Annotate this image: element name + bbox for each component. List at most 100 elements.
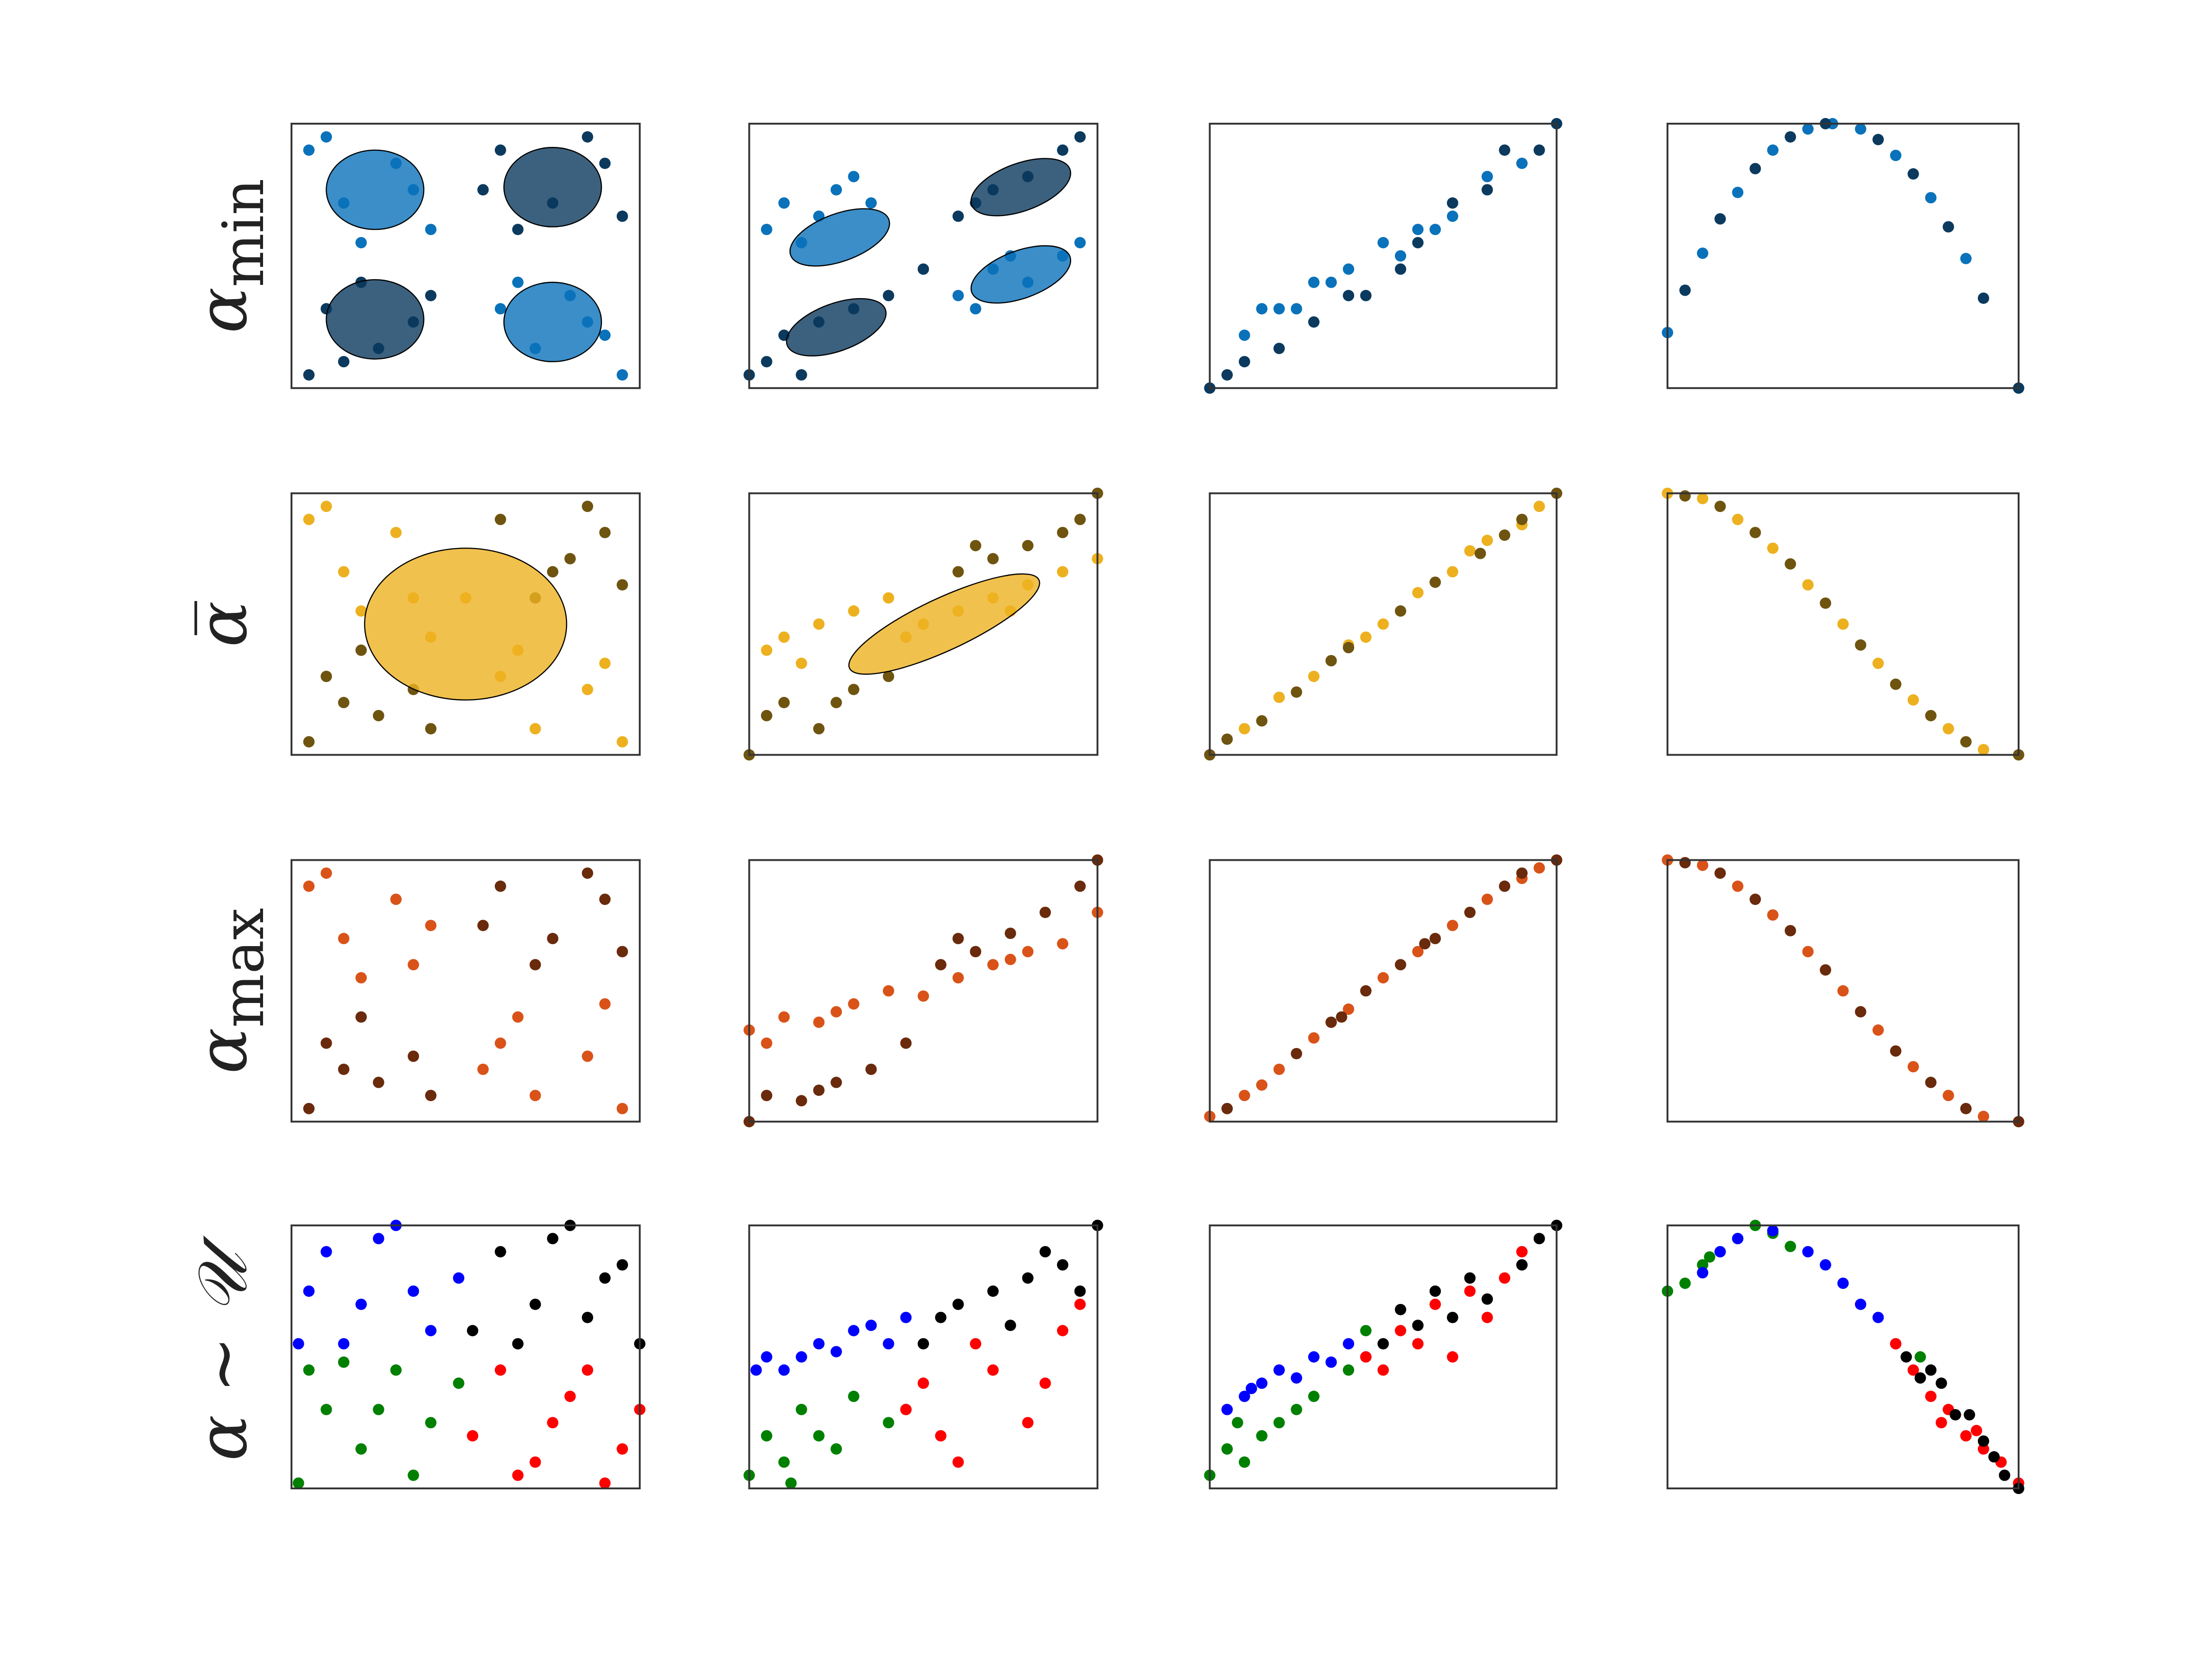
scatter-point xyxy=(883,1338,894,1349)
scatter-point xyxy=(1464,1272,1476,1284)
scatter-point xyxy=(617,210,628,222)
scatter-point xyxy=(1767,542,1779,554)
row-label: αmax xyxy=(182,908,277,1074)
scatter-point xyxy=(1784,1240,1796,1252)
scatter-point xyxy=(1855,1006,1866,1018)
scatter-point xyxy=(1394,605,1406,617)
scatter-point xyxy=(1516,157,1528,169)
scatter-point xyxy=(1221,369,1233,381)
scatter-point xyxy=(1004,928,1016,939)
scatter-point xyxy=(1732,186,1744,198)
scatter-point xyxy=(813,1430,825,1442)
panel xyxy=(1204,487,1563,761)
scatter-point xyxy=(883,985,894,997)
scatter-point xyxy=(1273,303,1285,315)
scatter-point xyxy=(813,1338,825,1349)
scatter-point xyxy=(1221,1443,1233,1455)
scatter-point xyxy=(355,605,367,617)
scatter-point xyxy=(373,1404,384,1415)
scatter-point xyxy=(761,1090,773,1102)
axes-frame xyxy=(291,122,641,389)
scatter-point xyxy=(795,657,807,669)
panel xyxy=(1662,854,2024,1128)
scatter-point xyxy=(1429,933,1441,945)
scatter-point xyxy=(1412,237,1424,248)
scatter-point xyxy=(292,1338,304,1349)
scatter-point xyxy=(1499,529,1511,541)
scatter-point xyxy=(1343,1338,1355,1349)
scatter-point xyxy=(1925,710,1937,721)
scatter-point xyxy=(778,631,790,643)
scatter-point xyxy=(1890,678,1902,690)
scatter-point xyxy=(1802,579,1814,591)
scatter-point xyxy=(355,1443,367,1455)
scatter-point xyxy=(1499,1272,1511,1284)
scatter-point xyxy=(1907,1061,1919,1073)
scatter-point xyxy=(778,1364,790,1376)
scatter-point xyxy=(952,933,964,945)
panel xyxy=(743,1220,1103,1490)
scatter-point xyxy=(582,867,593,879)
scatter-point xyxy=(848,998,860,1010)
scatter-point xyxy=(494,513,506,525)
scatter-point xyxy=(1074,513,1086,525)
scatter-point xyxy=(1855,123,1866,135)
scatter-point xyxy=(1273,1364,1285,1376)
scatter-point xyxy=(320,1037,332,1049)
scatter-point xyxy=(529,1298,541,1310)
scatter-point xyxy=(547,1233,559,1244)
scatter-point xyxy=(970,303,982,315)
scatter-point xyxy=(761,224,773,236)
cluster-ellipse xyxy=(789,208,890,267)
scatter-point xyxy=(778,1011,790,1023)
scatter-point xyxy=(1949,1409,1961,1421)
axes-frame xyxy=(1666,1224,2020,1490)
scatter-point xyxy=(1360,1325,1372,1337)
scatter-point xyxy=(1074,1285,1086,1297)
scatter-point xyxy=(1533,1233,1545,1244)
scatter-point xyxy=(813,1085,825,1096)
axes-frame xyxy=(748,122,1099,389)
scatter-point xyxy=(935,1312,947,1323)
scatter-point xyxy=(1481,171,1493,182)
scatter-point xyxy=(1964,1409,1975,1421)
scatter-point xyxy=(1516,1246,1528,1258)
scatter-point xyxy=(918,990,929,1002)
scatter-point xyxy=(1238,1456,1250,1468)
scatter-point xyxy=(494,144,506,156)
scatter-point xyxy=(1820,964,1831,976)
scatter-point xyxy=(1221,1103,1233,1114)
scatter-point xyxy=(1394,1304,1406,1315)
scatter-point xyxy=(813,1016,825,1028)
scatter-point xyxy=(1447,566,1458,578)
scatter-point xyxy=(1412,1338,1424,1349)
scatter-point xyxy=(1679,857,1691,868)
scatter-point xyxy=(582,501,593,512)
scatter-point xyxy=(1238,356,1250,367)
scatter-point xyxy=(750,1364,762,1376)
scatter-point xyxy=(617,946,628,957)
row-label: αmin xyxy=(182,179,277,334)
scatter-point xyxy=(1256,1430,1268,1442)
scatter-point xyxy=(1977,1111,1989,1122)
axes-frame xyxy=(1666,859,2020,1123)
axes-frame xyxy=(291,1224,641,1490)
scatter-point xyxy=(1855,639,1866,651)
scatter-point xyxy=(970,946,982,957)
scatter-point xyxy=(320,867,332,879)
scatter-point xyxy=(785,1477,797,1489)
scatter-point xyxy=(1914,1372,1926,1384)
scatter-point xyxy=(582,1364,593,1376)
scatter-point xyxy=(830,1346,842,1358)
scatter-point xyxy=(1057,938,1069,950)
cluster-ellipse xyxy=(970,158,1072,217)
scatter-point xyxy=(1977,292,1989,304)
scatter-point xyxy=(1960,1430,1972,1442)
scatter-point xyxy=(494,1246,506,1258)
scatter-point xyxy=(952,972,964,984)
scatter-point xyxy=(1246,1383,1257,1395)
axes-frame xyxy=(1209,492,1558,756)
scatter-point xyxy=(477,184,489,196)
